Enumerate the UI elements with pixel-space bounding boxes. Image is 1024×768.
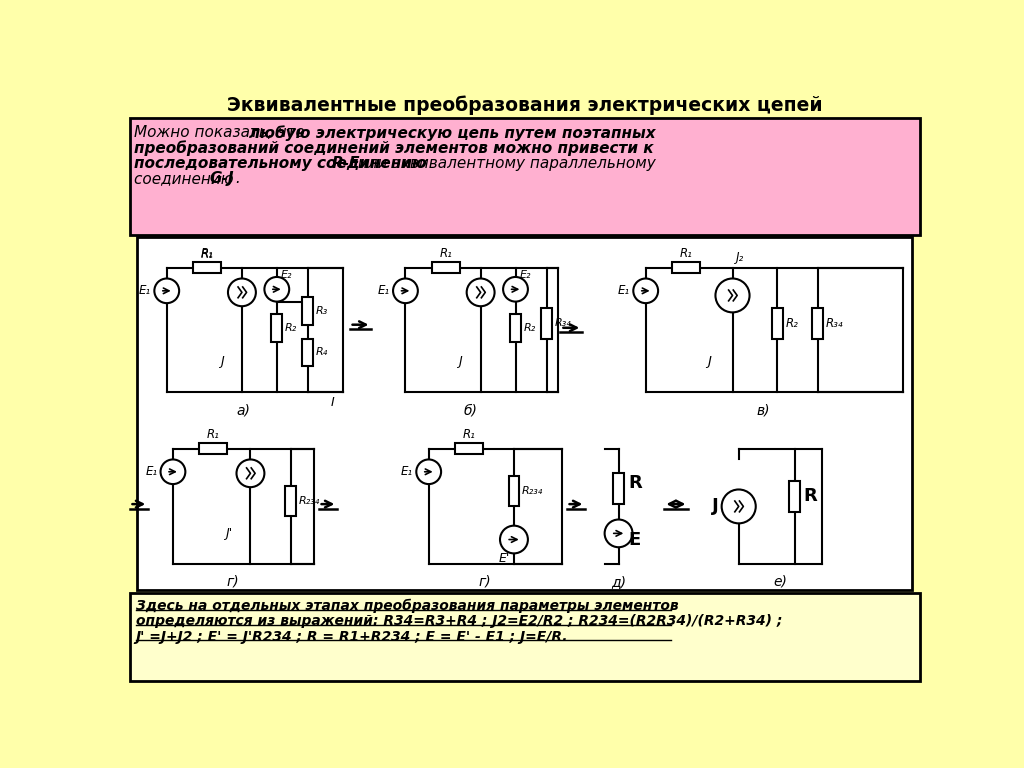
Text: G-J: G-J: [209, 171, 233, 187]
Bar: [509, 475, 519, 506]
Text: последовательному соединению: последовательному соединению: [134, 156, 432, 171]
Bar: [128, 92, 922, 118]
Text: или эквивалентному параллельному: или эквивалентному параллельному: [352, 156, 655, 171]
Circle shape: [503, 277, 528, 302]
Circle shape: [264, 277, 289, 302]
Bar: [286, 485, 296, 516]
Text: R₂: R₂: [785, 316, 798, 329]
Text: R₂₃₄: R₂₃₄: [299, 496, 319, 506]
Text: J: J: [459, 355, 462, 368]
Text: д): д): [611, 575, 626, 589]
Circle shape: [417, 459, 441, 484]
Circle shape: [467, 279, 495, 306]
Text: E₁: E₁: [378, 284, 390, 297]
Text: определяются из выражений: R34=R3+R4 ; J2=E2/R2 ; R234=(R2R34)/(R2+R34) ;: определяются из выражений: R34=R3+R4 ; J…: [136, 614, 782, 628]
Text: Здесь на отдельных этапах преобразования параметры элементов: Здесь на отдельных этапах преобразования…: [136, 599, 678, 613]
Text: Можно показать, что: Можно показать, что: [134, 125, 310, 141]
Text: R₂: R₂: [285, 323, 297, 333]
Text: Эквивалентные преобразования электрических цепей: Эквивалентные преобразования электрическ…: [227, 95, 822, 115]
Text: е): е): [773, 575, 787, 589]
Text: E₂: E₂: [281, 270, 292, 280]
Text: R₄: R₄: [315, 347, 328, 357]
Circle shape: [604, 519, 633, 548]
Text: J: J: [219, 355, 223, 368]
Text: г): г): [478, 575, 490, 589]
Bar: [302, 297, 313, 325]
Bar: [200, 443, 227, 454]
Text: R₂₃₄: R₂₃₄: [521, 486, 543, 496]
Circle shape: [716, 279, 750, 313]
Circle shape: [393, 279, 418, 303]
Text: I: I: [331, 396, 335, 409]
Text: J' =J+J2 ; E' = J'R234 ; R = R1+R234 ; E = E' - E1 ; J=E/R.: J' =J+J2 ; E' = J'R234 ; R = R1+R234 ; E…: [136, 630, 568, 644]
Text: .: .: [231, 171, 241, 187]
Text: E₁: E₁: [618, 284, 630, 297]
Text: R: R: [628, 474, 642, 492]
Text: E': E': [499, 551, 510, 564]
Text: соединению: соединению: [134, 171, 239, 187]
Bar: [130, 593, 920, 681]
Circle shape: [161, 459, 185, 484]
Text: E: E: [628, 531, 640, 548]
Bar: [271, 314, 283, 342]
Text: E₂: E₂: [519, 270, 530, 280]
Bar: [510, 314, 521, 342]
Text: г): г): [226, 575, 239, 589]
Text: R₁: R₁: [680, 247, 692, 260]
Bar: [672, 263, 700, 273]
Text: любую электрическую цепь путем поэтапных: любую электрическую цепь путем поэтапных: [249, 125, 655, 141]
Text: E₁: E₁: [145, 465, 158, 478]
Bar: [194, 263, 221, 273]
Text: R₁: R₁: [463, 428, 475, 441]
Text: преобразований соединений элементов можно привести к: преобразований соединений элементов можн…: [134, 141, 654, 157]
Bar: [790, 481, 800, 511]
Text: E₁: E₁: [401, 465, 414, 478]
Bar: [772, 308, 783, 339]
Text: E₁: E₁: [139, 284, 152, 297]
Text: R₁: R₁: [201, 247, 213, 260]
Bar: [130, 118, 920, 234]
Text: R₁: R₁: [201, 248, 213, 261]
Text: в): в): [757, 403, 770, 417]
Circle shape: [633, 279, 658, 303]
Bar: [455, 443, 483, 454]
Text: J₂: J₂: [736, 251, 744, 264]
Text: R: R: [804, 488, 817, 505]
Bar: [432, 263, 460, 273]
Text: J': J': [224, 527, 231, 540]
Text: R₁: R₁: [439, 247, 453, 260]
Bar: [302, 339, 313, 366]
Text: R-E: R-E: [332, 156, 360, 171]
Text: б): б): [464, 403, 478, 417]
Bar: [613, 473, 624, 504]
Circle shape: [228, 279, 256, 306]
Text: R₃₄: R₃₄: [554, 318, 571, 328]
Text: R₃₄: R₃₄: [825, 316, 843, 329]
Circle shape: [155, 279, 179, 303]
Text: R₂: R₂: [523, 323, 536, 333]
Circle shape: [237, 459, 264, 487]
Circle shape: [500, 525, 528, 554]
Bar: [541, 308, 552, 339]
Bar: [137, 237, 912, 590]
Text: J: J: [712, 498, 719, 515]
Bar: [812, 308, 823, 339]
Circle shape: [722, 489, 756, 523]
Text: R₁: R₁: [207, 428, 220, 441]
Text: R₃: R₃: [315, 306, 328, 316]
Text: а): а): [237, 403, 251, 417]
Text: J: J: [707, 355, 711, 368]
